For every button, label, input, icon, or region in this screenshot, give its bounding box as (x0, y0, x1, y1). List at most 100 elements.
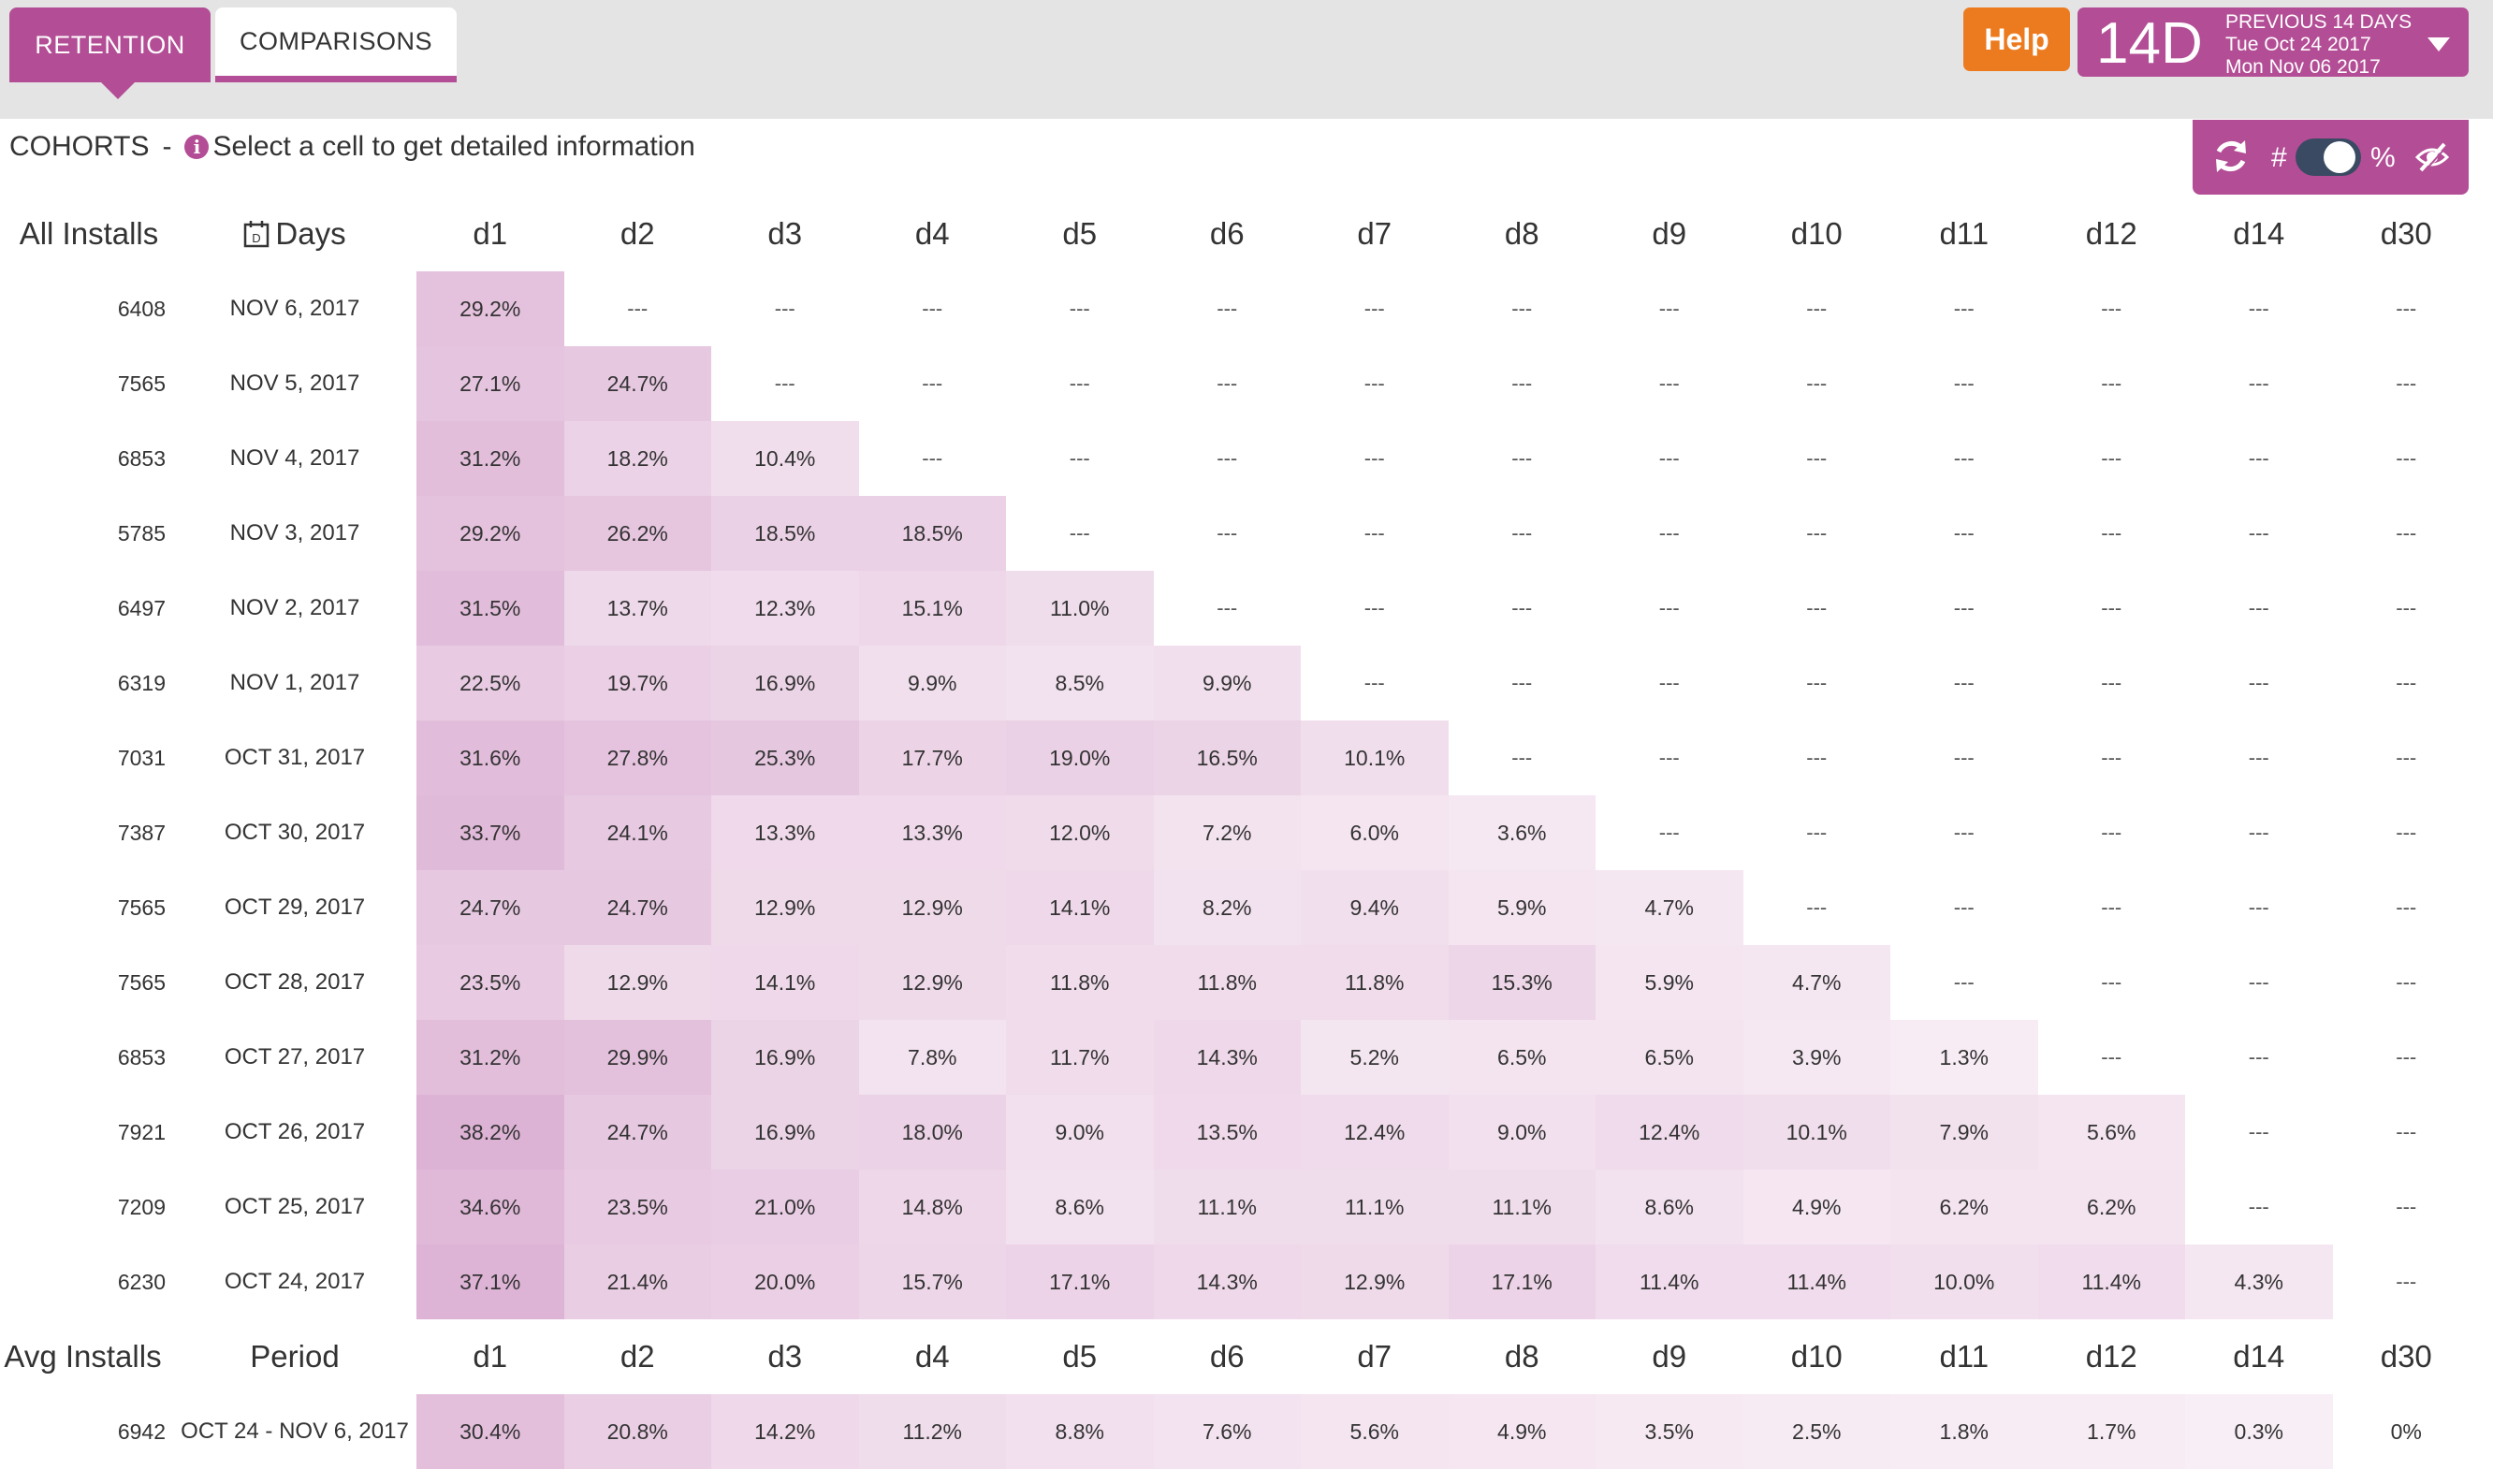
retention-cell[interactable]: 31.2% (416, 1020, 564, 1095)
retention-cell[interactable]: 11.0% (1006, 571, 1154, 646)
avg-retention-cell[interactable]: 20.8% (563, 1394, 711, 1469)
retention-cell[interactable]: 12.4% (1301, 1095, 1449, 1170)
avg-retention-cell[interactable]: 1.8% (1890, 1394, 2038, 1469)
avg-retention-cell[interactable]: 5.6% (1301, 1394, 1449, 1469)
avg-retention-cell[interactable]: 7.6% (1153, 1394, 1301, 1469)
retention-cell[interactable]: 11.4% (1596, 1244, 1743, 1319)
eye-slash-icon[interactable] (2413, 140, 2451, 174)
retention-cell[interactable]: 12.9% (1301, 1244, 1449, 1319)
retention-cell[interactable]: 9.9% (1153, 646, 1301, 720)
retention-cell[interactable]: 18.5% (858, 496, 1006, 571)
avg-retention-cell[interactable]: 8.8% (1006, 1394, 1154, 1469)
retention-cell[interactable]: 6.0% (1301, 795, 1449, 870)
retention-cell[interactable]: 11.1% (1301, 1170, 1449, 1244)
retention-cell[interactable]: 19.0% (1006, 720, 1154, 795)
retention-cell[interactable]: 16.9% (711, 1095, 859, 1170)
retention-cell[interactable]: 12.3% (711, 571, 859, 646)
retention-cell[interactable]: 31.5% (416, 571, 564, 646)
retention-cell[interactable]: 25.3% (711, 720, 859, 795)
retention-cell[interactable]: 10.0% (1890, 1244, 2038, 1319)
retention-cell[interactable]: 13.3% (711, 795, 859, 870)
retention-cell[interactable]: 7.2% (1153, 795, 1301, 870)
retention-cell[interactable]: 14.3% (1153, 1244, 1301, 1319)
tab-retention[interactable]: RETENTION (9, 7, 211, 99)
retention-cell[interactable]: 15.7% (858, 1244, 1006, 1319)
retention-cell[interactable]: 17.7% (858, 720, 1006, 795)
retention-cell[interactable]: 24.7% (416, 870, 564, 945)
retention-cell[interactable]: 5.9% (1448, 870, 1596, 945)
retention-cell[interactable]: 23.5% (563, 1170, 711, 1244)
retention-cell[interactable]: 14.1% (711, 945, 859, 1020)
retention-cell[interactable]: 11.4% (1742, 1244, 1890, 1319)
retention-cell[interactable]: 14.8% (858, 1170, 1006, 1244)
help-button[interactable]: Help (1963, 7, 2070, 71)
retention-cell[interactable]: 6.2% (2037, 1170, 2185, 1244)
retention-cell[interactable]: 5.9% (1596, 945, 1743, 1020)
retention-cell[interactable]: 5.6% (2037, 1095, 2185, 1170)
retention-cell[interactable]: 8.5% (1006, 646, 1154, 720)
retention-cell[interactable]: 13.5% (1153, 1095, 1301, 1170)
retention-cell[interactable]: 12.0% (1006, 795, 1154, 870)
retention-cell[interactable]: 4.3% (2185, 1244, 2333, 1319)
retention-cell[interactable]: 22.5% (416, 646, 564, 720)
retention-cell[interactable]: 9.0% (1006, 1095, 1154, 1170)
retention-cell[interactable]: 15.1% (858, 571, 1006, 646)
retention-cell[interactable]: 24.7% (563, 1095, 711, 1170)
retention-cell[interactable]: 24.1% (563, 795, 711, 870)
retention-cell[interactable]: 11.8% (1006, 945, 1154, 1020)
retention-cell[interactable]: 29.2% (416, 496, 564, 571)
retention-cell[interactable]: 6.2% (1890, 1170, 2038, 1244)
retention-cell[interactable]: 8.6% (1006, 1170, 1154, 1244)
retention-cell[interactable]: 18.0% (858, 1095, 1006, 1170)
retention-cell[interactable]: 9.0% (1448, 1095, 1596, 1170)
retention-cell[interactable]: 11.7% (1006, 1020, 1154, 1095)
retention-cell[interactable]: 10.4% (711, 421, 859, 496)
retention-cell[interactable]: 8.2% (1153, 870, 1301, 945)
retention-cell[interactable]: 7.9% (1890, 1095, 2038, 1170)
retention-cell[interactable]: 31.6% (416, 720, 564, 795)
retention-cell[interactable]: 37.1% (416, 1244, 564, 1319)
retention-cell[interactable]: 17.1% (1448, 1244, 1596, 1319)
retention-cell[interactable]: 29.2% (416, 271, 564, 346)
retention-cell[interactable]: 26.2% (563, 496, 711, 571)
retention-cell[interactable]: 23.5% (416, 945, 564, 1020)
retention-cell[interactable]: 27.8% (563, 720, 711, 795)
tab-comparisons[interactable]: COMPARISONS (215, 7, 457, 82)
retention-cell[interactable]: 10.1% (1742, 1095, 1890, 1170)
retention-cell[interactable]: 12.9% (563, 945, 711, 1020)
avg-retention-cell[interactable]: 2.5% (1742, 1394, 1890, 1469)
retention-cell[interactable]: 24.7% (563, 346, 711, 421)
retention-cell[interactable]: 3.6% (1448, 795, 1596, 870)
retention-cell[interactable]: 21.0% (711, 1170, 859, 1244)
retention-cell[interactable]: 6.5% (1448, 1020, 1596, 1095)
retention-cell[interactable]: 18.5% (711, 496, 859, 571)
retention-cell[interactable]: 7.8% (858, 1020, 1006, 1095)
retention-cell[interactable]: 8.6% (1596, 1170, 1743, 1244)
date-range-selector[interactable]: 14D PREVIOUS 14 DAYS Tue Oct 24 2017 Mon… (2078, 7, 2469, 78)
retention-cell[interactable]: 12.9% (858, 870, 1006, 945)
retention-cell[interactable]: 31.2% (416, 421, 564, 496)
retention-cell[interactable]: 16.5% (1153, 720, 1301, 795)
retention-cell[interactable]: 27.1% (416, 346, 564, 421)
retention-cell[interactable]: 11.4% (2037, 1244, 2185, 1319)
retention-cell[interactable]: 13.3% (858, 795, 1006, 870)
retention-cell[interactable]: 10.1% (1301, 720, 1449, 795)
avg-retention-cell[interactable]: 0% (2390, 1419, 2422, 1444)
retention-cell[interactable]: 4.7% (1596, 870, 1743, 945)
retention-cell[interactable]: 4.7% (1742, 945, 1890, 1020)
retention-cell[interactable]: 15.3% (1448, 945, 1596, 1020)
retention-cell[interactable]: 1.3% (1890, 1020, 2038, 1095)
avg-retention-cell[interactable]: 1.7% (2037, 1394, 2185, 1469)
retention-cell[interactable]: 19.7% (563, 646, 711, 720)
retention-cell[interactable]: 9.9% (858, 646, 1006, 720)
retention-cell[interactable]: 11.1% (1153, 1170, 1301, 1244)
retention-cell[interactable]: 29.9% (563, 1020, 711, 1095)
retention-cell[interactable]: 12.9% (711, 870, 859, 945)
retention-cell[interactable]: 24.7% (563, 870, 711, 945)
retention-cell[interactable]: 34.6% (416, 1170, 564, 1244)
retention-cell[interactable]: 6.5% (1596, 1020, 1743, 1095)
retention-cell[interactable]: 5.2% (1301, 1020, 1449, 1095)
retention-cell[interactable]: 18.2% (563, 421, 711, 496)
retention-cell[interactable]: 21.4% (563, 1244, 711, 1319)
avg-retention-cell[interactable]: 0.3% (2185, 1394, 2333, 1469)
